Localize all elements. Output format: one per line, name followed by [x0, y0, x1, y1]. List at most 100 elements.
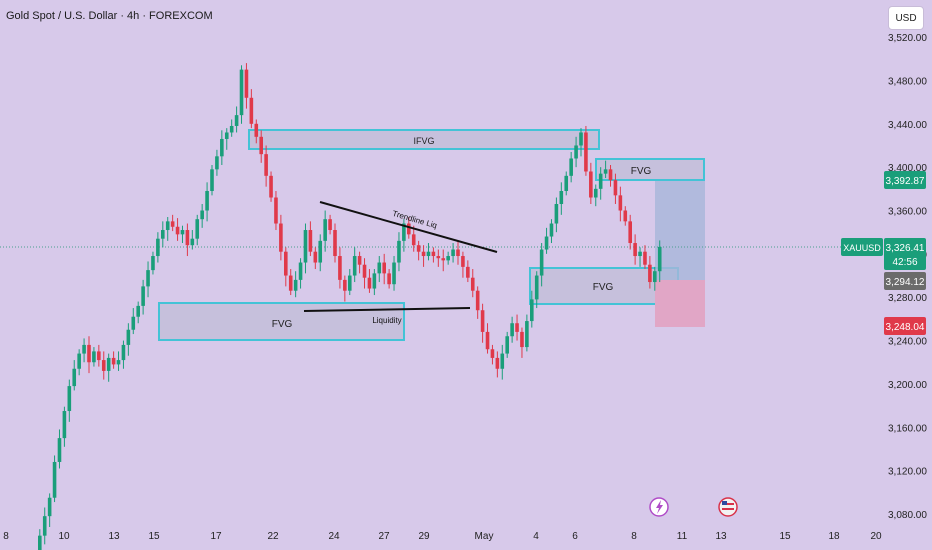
candle-body: [106, 357, 111, 371]
candle-body: [515, 323, 519, 332]
price-labels: 3,392.87 XAUUSD 3,326.41 42:56 3,294.12 …: [841, 171, 926, 335]
liquidity-label: Liquidity: [372, 316, 401, 325]
candle-body: [165, 221, 170, 231]
candle-body: [42, 516, 47, 536]
x-tick-label: 18: [828, 531, 840, 542]
stop-price-tag: [884, 317, 926, 335]
currency-button[interactable]: USD: [888, 6, 924, 30]
lightning-icon: [656, 500, 663, 514]
candle-body: [648, 264, 652, 283]
liquidity-line: [303, 307, 471, 312]
candle-body: [195, 219, 200, 239]
candle-body: [544, 236, 549, 250]
candle-body: [175, 226, 180, 235]
candle-body: [200, 210, 204, 220]
candle-body: [397, 240, 401, 263]
candle-body: [608, 169, 613, 181]
y-tick-label: 3,280.00: [888, 293, 927, 304]
y-tick-label: 3,360.00: [888, 207, 927, 218]
us-flag-event-icon[interactable]: [718, 497, 738, 517]
x-tick-label: 8: [3, 531, 9, 542]
y-tick-label: 3,240.00: [888, 337, 927, 348]
candle-body: [264, 154, 268, 176]
candle-body: [244, 69, 249, 98]
current-price-text: 3,326.41: [886, 243, 925, 254]
candle-body: [613, 180, 618, 196]
candle-body: [47, 497, 52, 517]
candle-body: [259, 136, 263, 155]
candle-body: [574, 145, 578, 159]
candle-body: [657, 246, 662, 272]
candle-body: [52, 461, 57, 498]
candle-body: [495, 357, 500, 369]
candle-body: [579, 132, 583, 146]
candle-body: [475, 290, 480, 311]
target-price-text: 3,392.87: [886, 176, 925, 187]
candle-body: [520, 331, 524, 348]
candle-body: [269, 175, 273, 198]
y-tick-label: 3,200.00: [888, 380, 927, 391]
candle-body: [441, 258, 446, 261]
x-tick-label: May: [475, 531, 494, 542]
candle-body: [308, 230, 313, 252]
candle-body: [284, 251, 288, 276]
candle-body: [505, 336, 509, 354]
flag-stripe-icon: [722, 503, 734, 505]
trendlines: Trendline Liq Liquidity: [303, 201, 498, 325]
candle-body: [589, 171, 593, 198]
stop-price-text: 3,248.04: [886, 322, 925, 333]
candle-body: [77, 353, 81, 369]
candle-body: [101, 360, 106, 371]
symbol-text: XAUUSD: [843, 243, 881, 253]
candle-body: [328, 219, 332, 231]
candle-body: [205, 191, 209, 211]
x-tick-label: 13: [715, 531, 727, 542]
candle-body: [72, 368, 77, 387]
candle-body: [146, 270, 150, 287]
candle-body: [254, 123, 259, 137]
x-tick-label: 29: [418, 531, 430, 542]
candle-body: [279, 223, 283, 252]
fvg-label-right: FVG: [593, 282, 614, 293]
candle-body: [87, 344, 91, 363]
candle-body: [82, 344, 86, 354]
candle-body: [151, 256, 155, 271]
candle-body: [549, 223, 554, 237]
candle-body: [446, 256, 450, 261]
y-tick-label: 3,440.00: [888, 120, 927, 131]
candle-body: [411, 234, 416, 246]
candle-body: [377, 262, 382, 274]
candle-body: [554, 204, 559, 224]
candle-body: [224, 132, 229, 139]
candle-body: [97, 351, 101, 361]
fvg-zone-top-right: [595, 158, 705, 181]
x-tick-label: 6: [572, 531, 578, 542]
candle-body: [161, 230, 165, 239]
candle-body: [333, 230, 337, 257]
candle-body: [564, 175, 569, 192]
candle-body: [38, 535, 42, 550]
entry-price-tag: [884, 272, 926, 290]
candle-body: [416, 245, 421, 252]
candle-body: [530, 299, 534, 322]
candle-body: [185, 230, 190, 246]
candle-body: [593, 188, 598, 198]
candle-body: [461, 256, 465, 267]
candle-body: [372, 273, 377, 289]
candle-body: [426, 251, 431, 257]
candle-body: [229, 125, 234, 133]
candle-body: [480, 310, 485, 332]
candle-body: [239, 69, 244, 116]
candle-body: [298, 262, 303, 280]
chart-title: Gold Spot / U.S. Dollar · 4h · FOREXCOM: [6, 10, 213, 22]
candle-body: [210, 169, 214, 192]
candle-body: [288, 275, 293, 291]
time-axis[interactable]: 8 10 13 15 17 22 24 27 29 May 4 6 8 11 13 15 18 20: [3, 531, 882, 542]
candle-body: [111, 357, 116, 365]
candle-body: [347, 275, 352, 291]
y-tick-label: 3,120.00: [888, 467, 927, 478]
y-tick-label: 3,480.00: [888, 76, 927, 87]
x-tick-label: 8: [631, 531, 637, 542]
candle-body: [67, 386, 72, 412]
